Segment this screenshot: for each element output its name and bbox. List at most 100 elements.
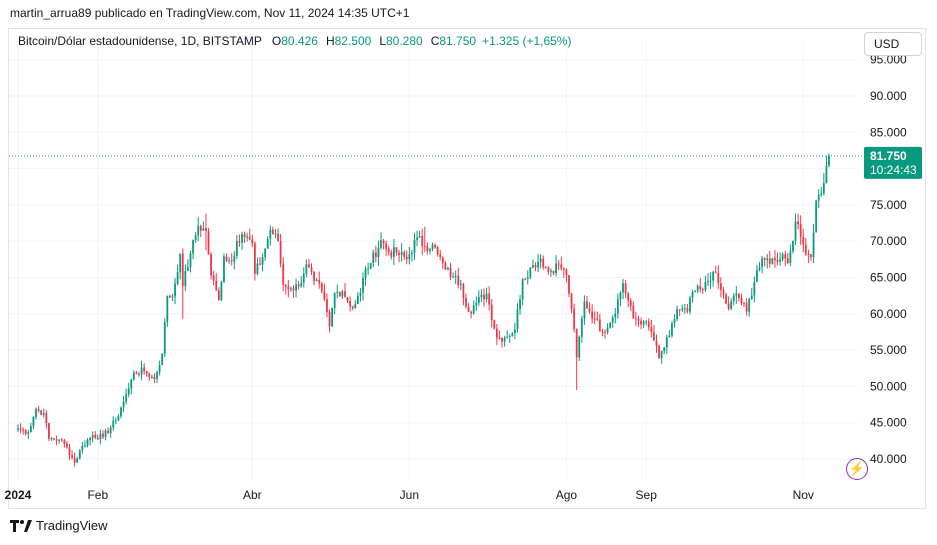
candle-body: [47, 423, 50, 439]
candle-body: [192, 240, 194, 254]
candle-body: [189, 253, 192, 268]
candle-body: [390, 252, 393, 257]
candle-body: [640, 320, 642, 325]
candle-body: [452, 276, 455, 278]
candle-body: [792, 240, 794, 252]
candle-body: [369, 262, 372, 269]
candle-body: [341, 291, 344, 297]
candle-body: [148, 373, 151, 378]
candle-body: [223, 256, 225, 282]
candle-body: [714, 271, 717, 273]
candle-body: [24, 429, 27, 434]
candle-body: [763, 258, 766, 261]
candle-body: [228, 260, 231, 262]
time-axis-label: Sep: [636, 488, 658, 502]
candle-body: [472, 305, 475, 314]
candle-body: [722, 289, 725, 295]
candle-body: [719, 283, 722, 290]
candle-body: [475, 302, 478, 306]
candle-body: [557, 263, 560, 265]
candle-body: [27, 432, 30, 434]
candle-body: [29, 426, 32, 433]
candle-body: [732, 295, 735, 302]
candle-body: [297, 284, 300, 287]
candle-body: [205, 228, 207, 232]
candle-body: [318, 279, 321, 284]
candle-body: [825, 165, 828, 183]
tradingview-logo-icon: [10, 519, 32, 532]
candle-body: [511, 333, 514, 336]
low-label: L: [379, 34, 386, 48]
candle-body: [179, 253, 182, 273]
candle-body: [635, 318, 637, 320]
candle-body: [246, 236, 249, 238]
candle-body: [709, 280, 712, 282]
candle-body: [66, 443, 68, 448]
currency-button[interactable]: USD: [864, 32, 922, 56]
candle-body: [403, 252, 406, 257]
candle-body: [400, 252, 403, 255]
last-price-value: 81.750: [870, 149, 907, 163]
candle-body: [94, 435, 97, 438]
candle-body: [86, 440, 89, 446]
lightning-icon[interactable]: ⚡: [846, 458, 868, 480]
candle-body: [745, 303, 748, 312]
candle-body: [331, 308, 334, 327]
candle-body: [184, 270, 187, 287]
price-axis-label: 65.000: [870, 271, 907, 285]
candle-body: [774, 258, 776, 261]
candle-body: [606, 327, 609, 333]
candle-body: [426, 246, 429, 252]
candle-body: [411, 252, 413, 255]
candle-body: [78, 450, 81, 459]
candle-body: [532, 265, 534, 268]
candle-body: [645, 321, 648, 323]
candle-body: [436, 247, 439, 255]
candle-body: [210, 254, 212, 276]
candle-body: [356, 295, 359, 304]
bar-countdown: 10:24:43: [870, 163, 917, 177]
candle-body: [441, 257, 444, 263]
candle-body: [696, 285, 699, 292]
candle-body: [565, 269, 568, 276]
candle-body: [416, 237, 418, 240]
candle-body: [495, 328, 498, 338]
candle-body: [583, 301, 586, 319]
candle-body: [197, 225, 200, 236]
candle-body: [120, 407, 122, 417]
candle-body: [71, 455, 73, 458]
candle-body: [593, 318, 596, 320]
candle-body: [50, 438, 53, 440]
candle-body: [676, 309, 678, 319]
candle-body: [444, 262, 447, 270]
candle-body: [508, 335, 511, 337]
candle-body: [32, 417, 35, 427]
candle-body: [498, 337, 501, 339]
candle-body: [169, 295, 171, 298]
candle-body: [526, 277, 529, 280]
candle-body: [418, 236, 421, 238]
candle-body: [810, 254, 812, 258]
time-axis-label: Feb: [87, 488, 108, 502]
candle-body: [740, 297, 743, 304]
candle-body: [225, 256, 228, 262]
candle-body: [109, 427, 112, 434]
candle-body: [513, 329, 516, 334]
candle-body: [820, 193, 823, 195]
candle-body: [58, 439, 61, 441]
price-axis-label: 40.000: [870, 452, 907, 466]
brand-name: TradingView: [36, 518, 108, 533]
price-axis-label: 70.000: [870, 234, 907, 248]
candle-body: [380, 240, 382, 248]
candle-body: [230, 260, 233, 262]
candle-body: [596, 318, 599, 320]
candle-body: [735, 293, 738, 296]
price-axis-label: 85.000: [870, 125, 907, 139]
candle-body: [40, 410, 43, 415]
candle-body: [122, 401, 125, 408]
candle-body: [756, 270, 758, 282]
candle-body: [799, 224, 802, 237]
candle-body: [362, 278, 364, 293]
candle-body: [529, 267, 532, 278]
